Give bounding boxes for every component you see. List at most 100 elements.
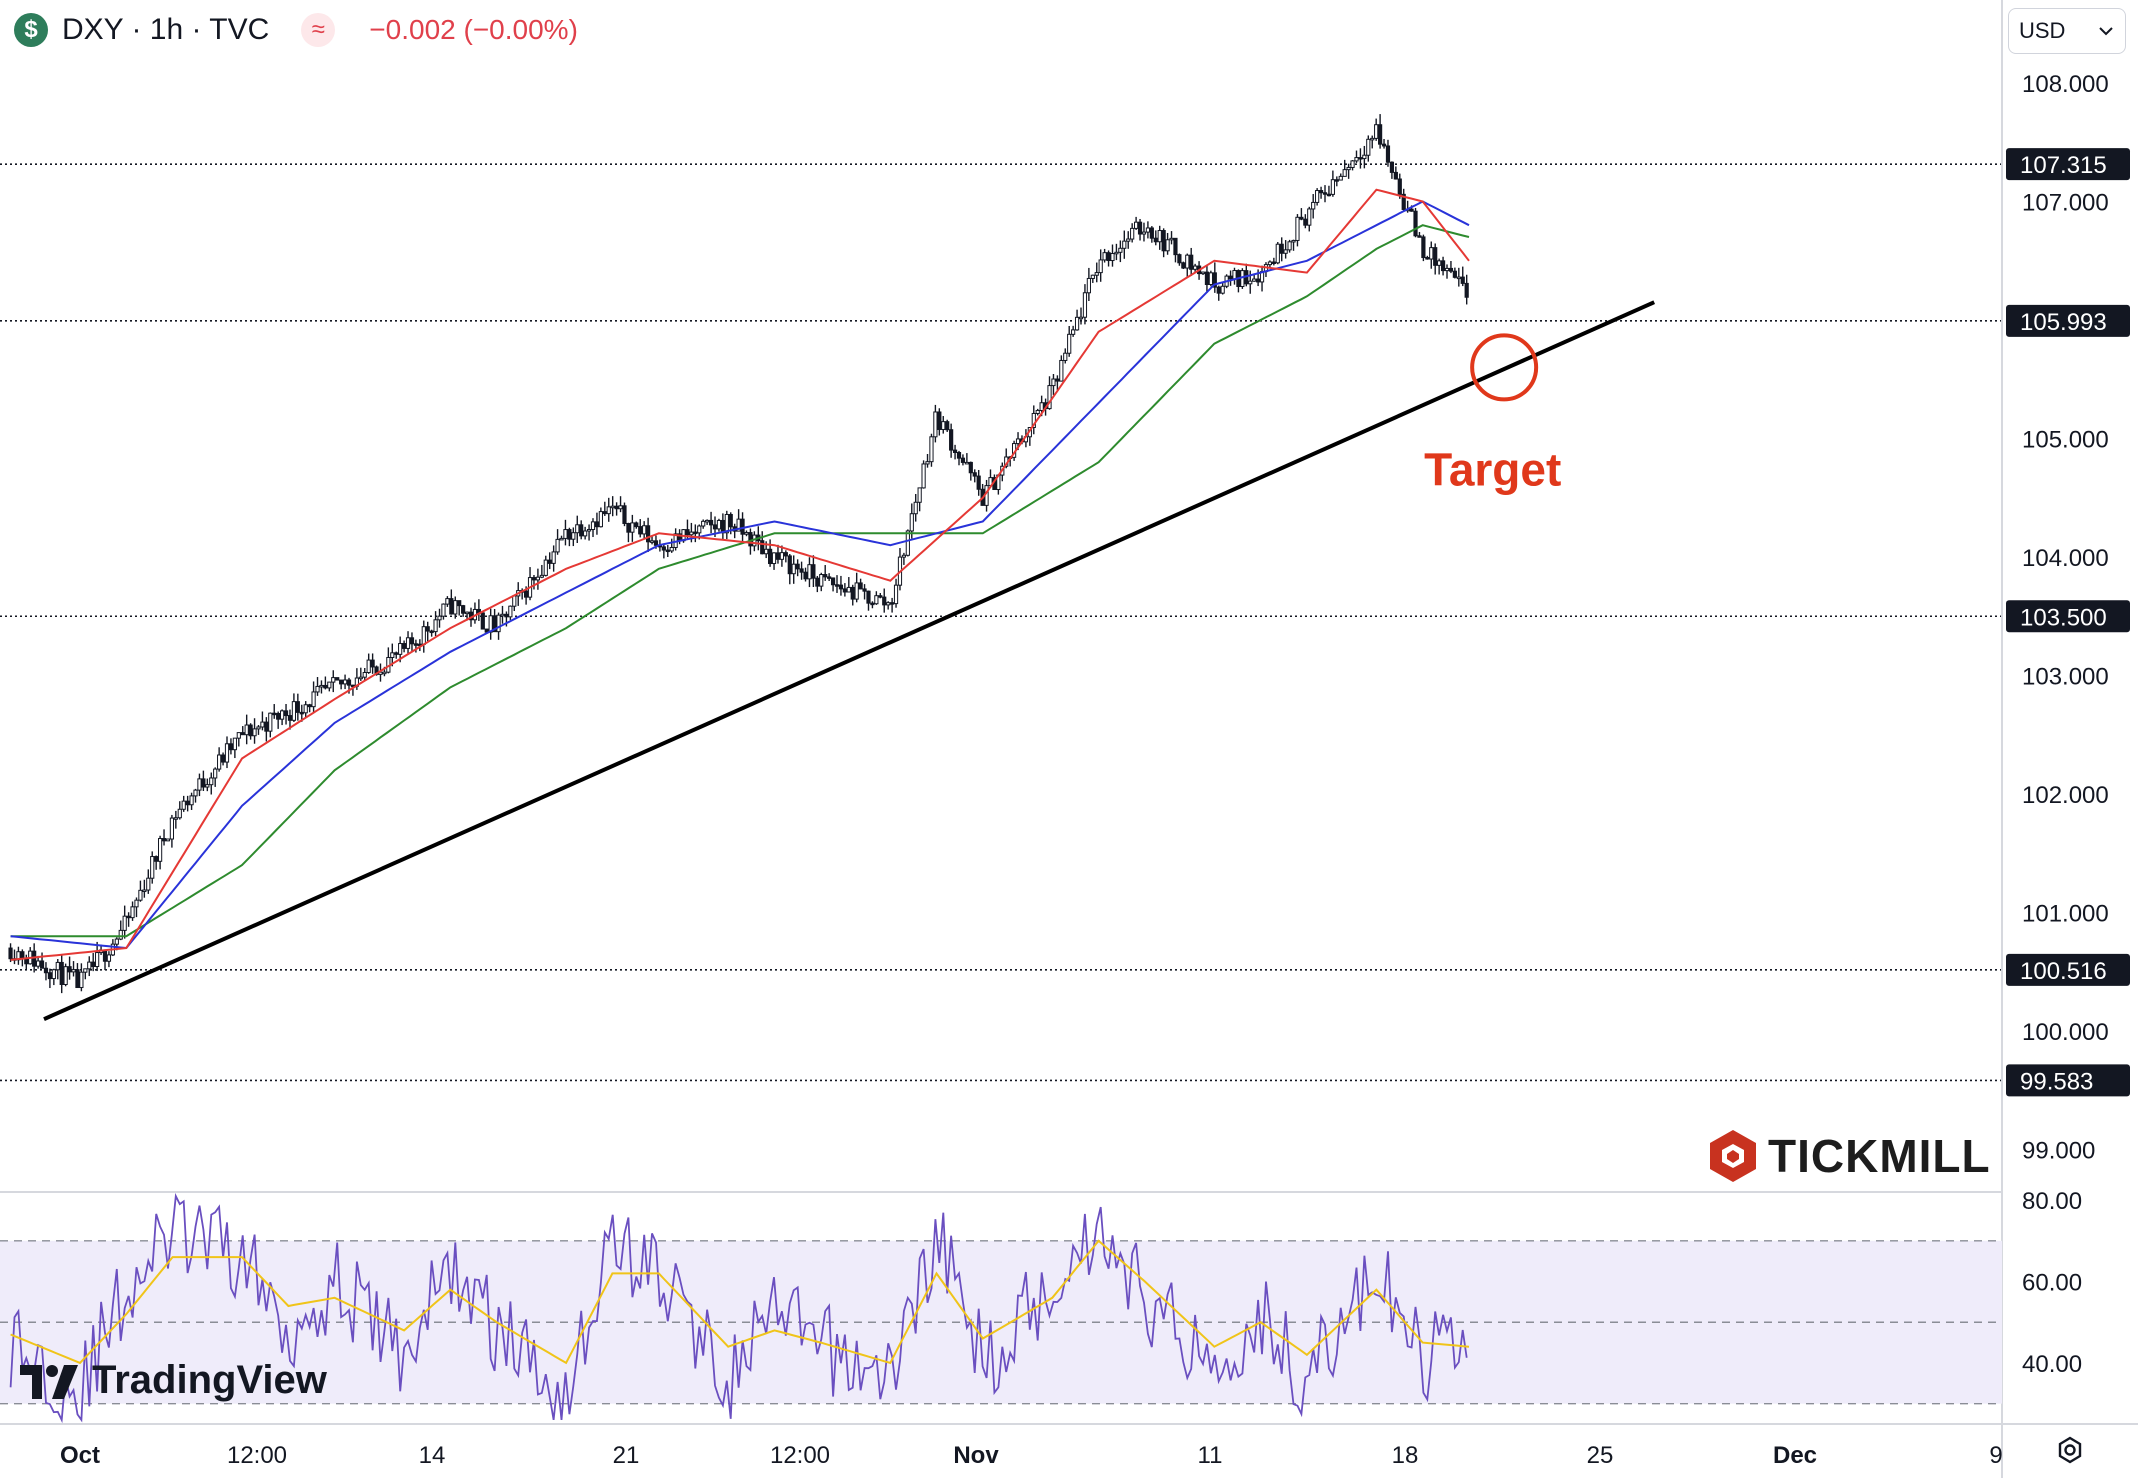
candle-body (1204, 271, 1210, 285)
candle-body (693, 531, 698, 535)
candle-body (610, 505, 615, 509)
time-tick-label: 12:00 (770, 1442, 830, 1469)
candle-body (1354, 157, 1359, 162)
candle-body (63, 966, 68, 986)
candle-body (685, 529, 690, 536)
candle-body (8, 947, 13, 960)
candle-body (630, 522, 635, 533)
candle-body (51, 969, 56, 980)
candle-body (1350, 160, 1355, 168)
candle-body (327, 681, 332, 689)
tickmill-logo: TICKMILL (1708, 1128, 1991, 1184)
candle-body (1078, 316, 1084, 320)
candle-body (441, 603, 446, 617)
candle-body (177, 808, 182, 819)
candle-body (150, 856, 155, 879)
price-tick-label: 104.000 (2022, 545, 2109, 572)
time-axis[interactable]: Oct 12:00 14 21 12:00 Nov 11 18 25 Dec 9 (60, 1442, 2003, 1469)
price-level-label: 100.516 (2020, 958, 2107, 985)
candle-body (59, 961, 64, 986)
candle-body (1271, 261, 1276, 265)
candle-body (1114, 251, 1119, 255)
candle-body (771, 552, 777, 565)
candle-body (209, 777, 214, 786)
candle-body (929, 436, 934, 463)
candle-body (421, 626, 426, 645)
candle-body (1212, 272, 1217, 288)
price-level-tag (2006, 304, 2130, 337)
ma-mid-line (10, 200, 1470, 950)
candle-body (24, 958, 29, 965)
candle-body (1279, 243, 1284, 254)
candle-body (712, 524, 718, 530)
candle-body (1071, 329, 1076, 335)
candle-body (303, 704, 308, 714)
price-tick-label: 105.000 (2022, 427, 2109, 454)
candle-body (1385, 145, 1391, 163)
candle-body (1358, 157, 1363, 160)
candle-body (649, 540, 655, 543)
tickmill-hexagon-icon (1710, 1130, 1756, 1182)
candle-body (547, 559, 552, 564)
candle-body (370, 659, 375, 668)
candle-body (1318, 190, 1324, 194)
candle-body (724, 513, 729, 534)
candle-body (95, 952, 100, 968)
candle-body (764, 548, 769, 555)
candle-body (531, 577, 537, 581)
candle-body (1437, 260, 1442, 266)
candle-body (169, 817, 175, 840)
candle-body (405, 637, 411, 649)
candle-body (256, 726, 261, 730)
symbol-text[interactable]: DXY · 1h · TVC (62, 13, 270, 46)
candle-body (425, 626, 430, 632)
candle-body (838, 584, 844, 590)
candle-body (342, 679, 348, 685)
candle-body (1315, 190, 1320, 203)
candle-body (823, 574, 828, 578)
candle-body (346, 679, 352, 686)
candle-body (783, 552, 788, 557)
candle-body (661, 546, 666, 551)
settings-icon[interactable] (2052, 1432, 2088, 1468)
currency-select[interactable]: USD (2008, 8, 2126, 54)
candle-body (43, 967, 49, 974)
candle-body (504, 613, 509, 618)
candles (8, 114, 1469, 994)
candle-body (295, 701, 300, 713)
candle-body (165, 838, 171, 842)
target-label: Target (1424, 443, 1561, 495)
candle-body (201, 778, 206, 788)
candle-body (1440, 260, 1446, 272)
candle-body (1370, 137, 1375, 141)
rsi-tick-label: 80.00 (2022, 1188, 2082, 1215)
candle-body (1464, 282, 1469, 298)
candle-body (1141, 231, 1147, 235)
candle-body (83, 968, 88, 973)
candle-body (205, 784, 210, 788)
candle-body (1275, 243, 1280, 264)
candle-body (1456, 276, 1461, 280)
candle-body (1193, 265, 1198, 270)
candle-body (598, 511, 603, 528)
candle-body (508, 605, 513, 618)
time-tick-label: Nov (953, 1442, 999, 1469)
approx-wave-icon[interactable]: ≈ (301, 13, 336, 47)
candle-body (464, 611, 470, 615)
candle-body (402, 643, 407, 649)
candle-body (575, 524, 580, 534)
symbol-header[interactable]: $ DXY · 1h · TVC ≈ −0.002 (−0.00%) (14, 10, 578, 50)
candle-body (1153, 237, 1158, 243)
candle-body (496, 614, 501, 633)
moving-average-lines (10, 188, 1470, 961)
candle-body (638, 526, 643, 535)
candle-body (1287, 241, 1292, 251)
candle-body (708, 519, 714, 526)
candle-body (740, 518, 745, 535)
time-tick-label: 14 (419, 1442, 446, 1469)
candle-body (1110, 253, 1115, 262)
time-tick-label: 9 (1989, 1442, 2002, 1469)
candle-body (146, 877, 151, 891)
candle-body (1401, 193, 1406, 210)
